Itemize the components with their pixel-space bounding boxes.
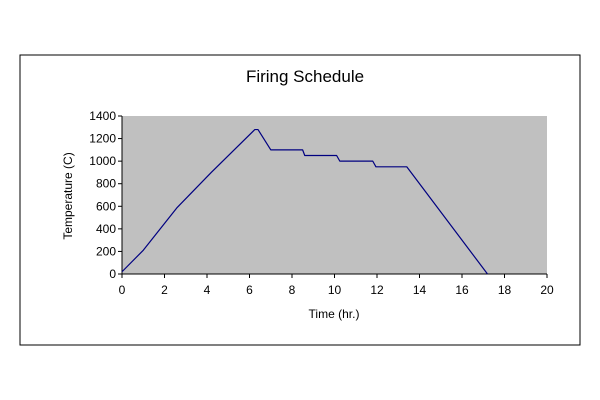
x-tick-label: 8 xyxy=(289,283,296,297)
y-tick-label: 1400 xyxy=(89,109,116,123)
y-tick-label: 200 xyxy=(96,244,116,258)
x-tick-label: 4 xyxy=(204,283,211,297)
series-group xyxy=(121,128,488,275)
x-tick-label: 14 xyxy=(413,283,427,297)
y-tick-label: 0 xyxy=(109,267,116,281)
x-axis-ticks: 0 2 4 6 8 10 12 14 16 18 20 xyxy=(119,274,554,297)
x-tick-label: 2 xyxy=(161,283,168,297)
plot-area xyxy=(122,116,547,274)
y-tick-label: 1200 xyxy=(89,132,116,146)
x-tick-label: 6 xyxy=(246,283,253,297)
y-tick-label: 400 xyxy=(96,222,116,236)
series-line-0 xyxy=(121,128,488,275)
chart-title: Firing Schedule xyxy=(246,67,364,86)
y-tick-label: 1000 xyxy=(89,154,116,168)
y-tick-label: 600 xyxy=(96,199,116,213)
y-axis-ticks: 0 200 400 600 800 1000 1200 1400 xyxy=(89,109,122,281)
x-axis-label: Time (hr.) xyxy=(309,307,360,321)
x-tick-label: 18 xyxy=(498,283,512,297)
y-axis-label: Temperature (C) xyxy=(61,152,75,239)
x-tick-label: 12 xyxy=(370,283,384,297)
x-tick-label: 16 xyxy=(455,283,469,297)
x-tick-label: 10 xyxy=(328,283,342,297)
x-tick-label: 20 xyxy=(540,283,554,297)
y-tick-label: 800 xyxy=(96,177,116,191)
x-tick-label: 0 xyxy=(119,283,126,297)
